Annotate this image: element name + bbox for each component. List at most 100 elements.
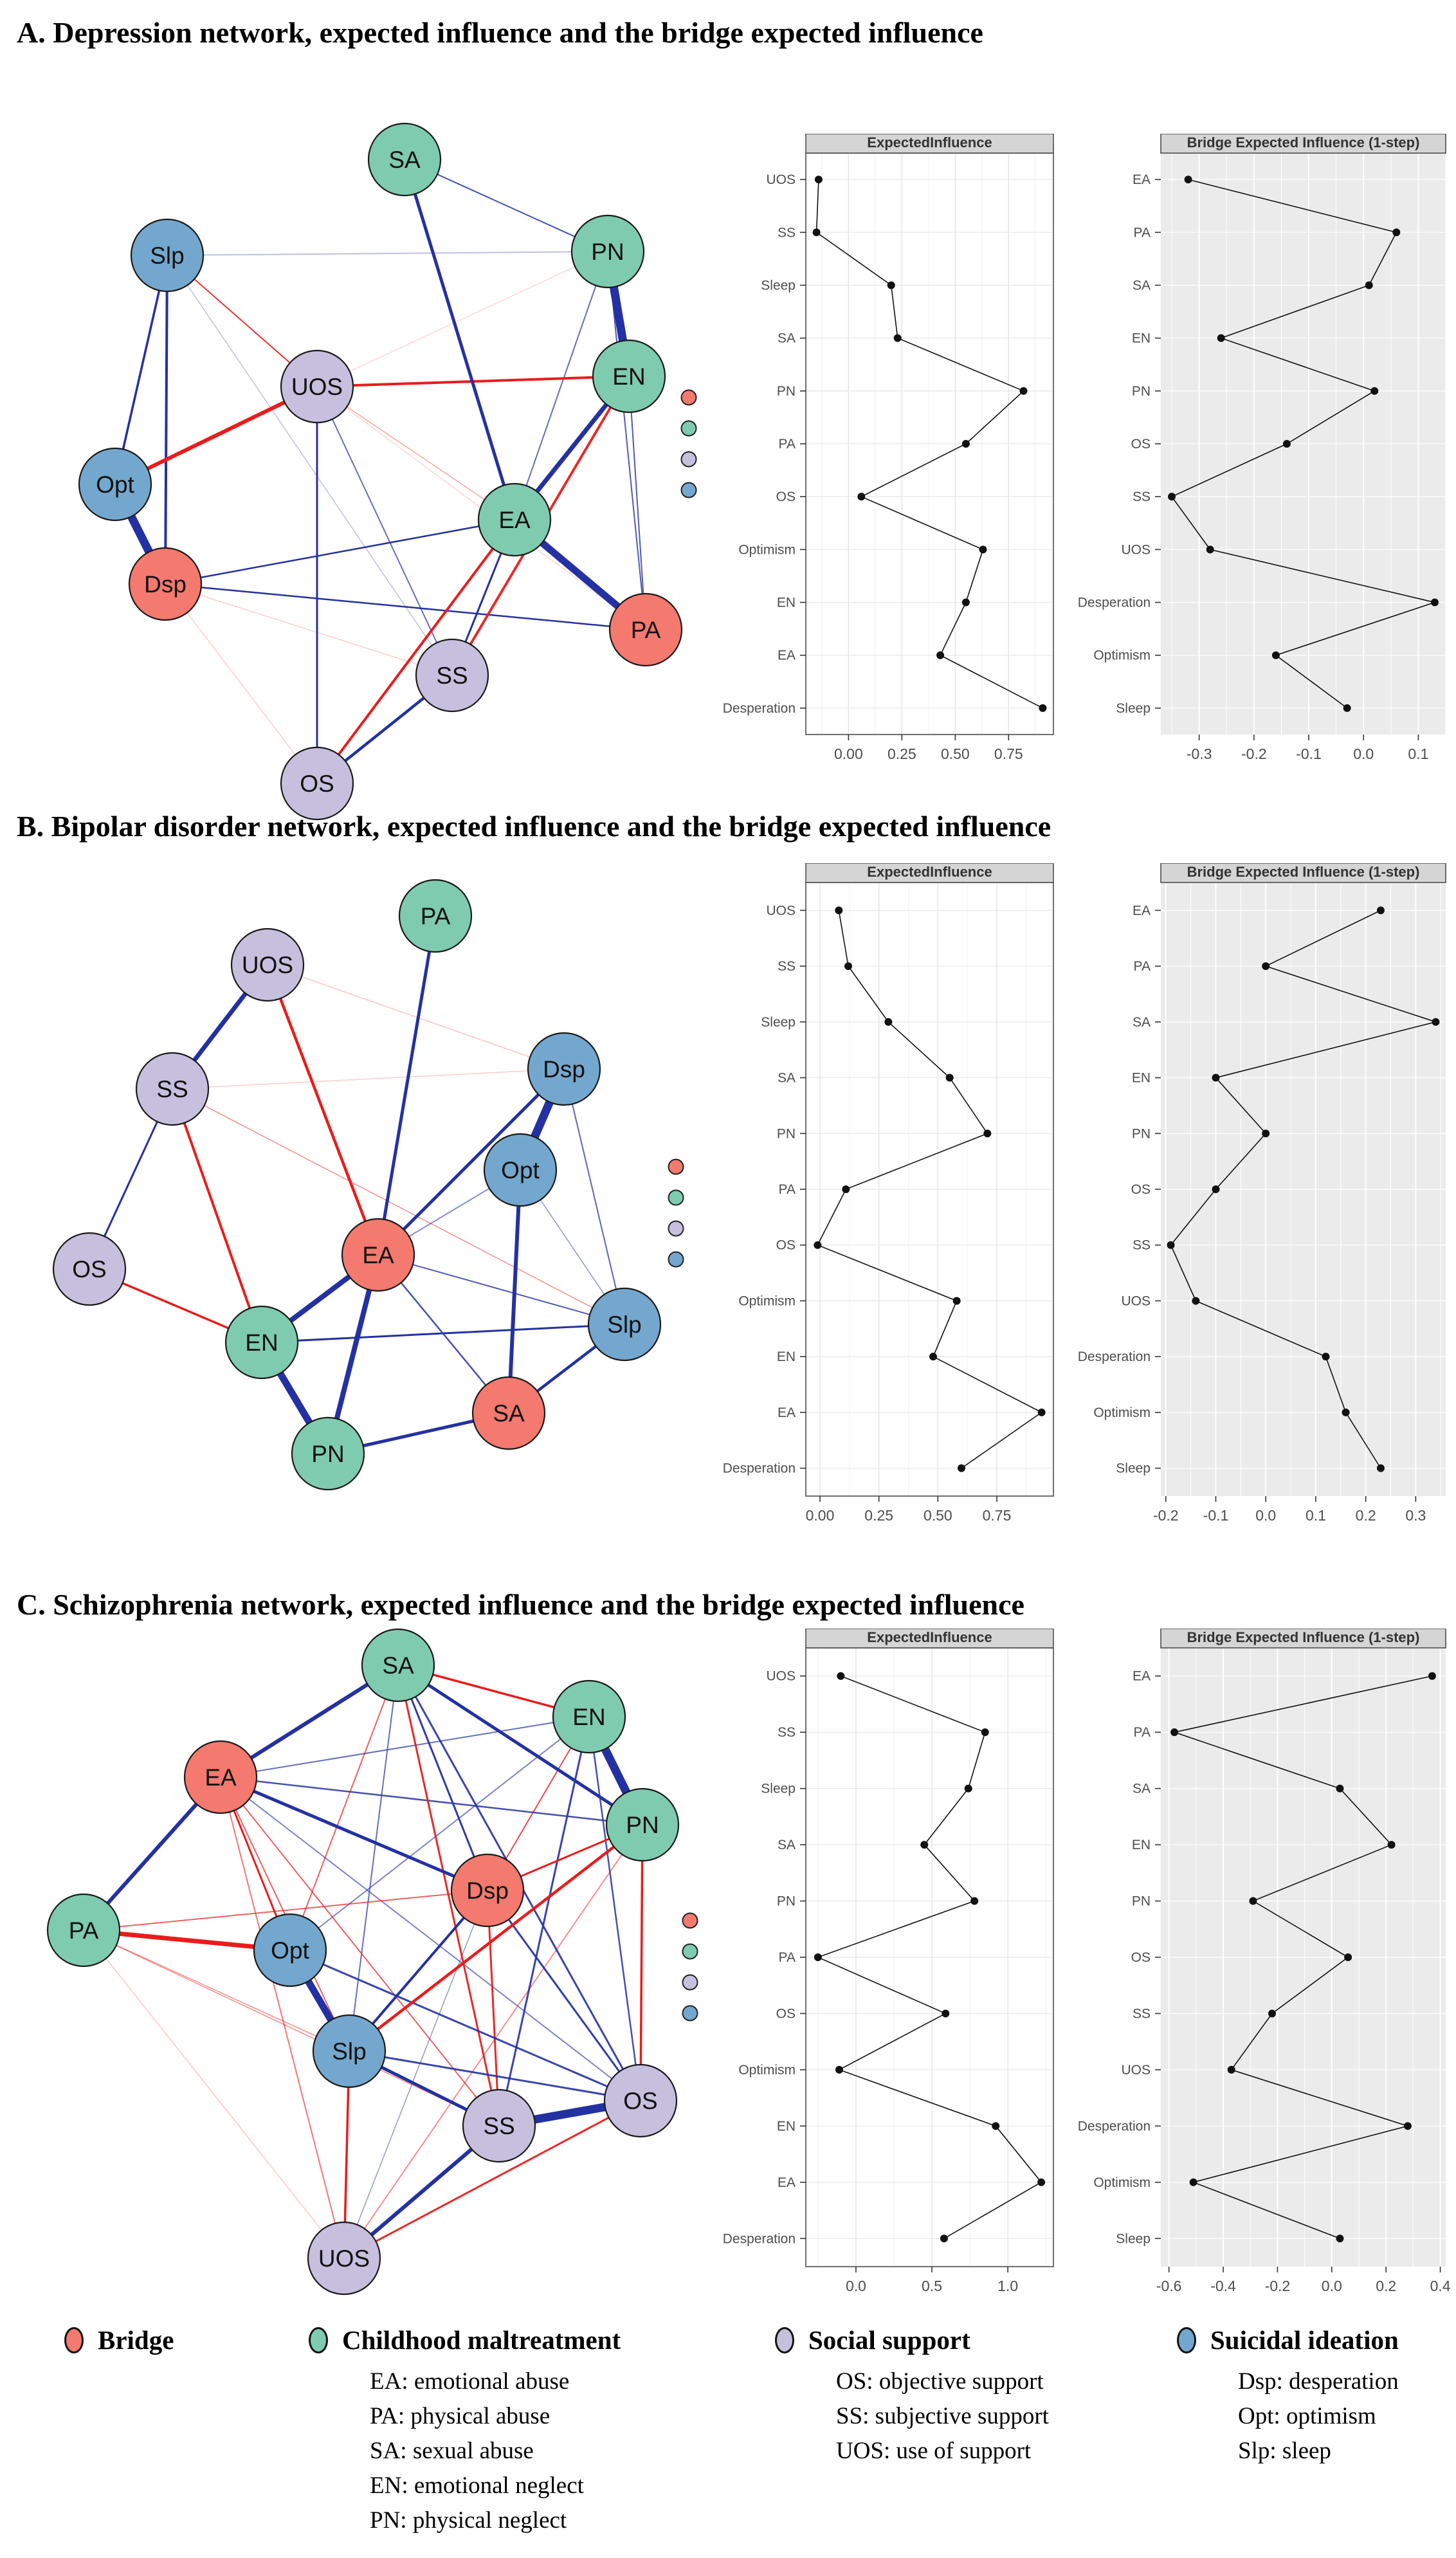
y-tick-label: Desperation (723, 1461, 796, 1476)
y-tick-label: EN (1132, 331, 1151, 346)
network-node-PN: PN (291, 1416, 365, 1491)
network-node-Slp: Slp (312, 2014, 387, 2088)
edge-EA-UOS (220, 1777, 345, 2259)
y-tick-label: Sleep (1116, 2231, 1151, 2246)
x-tick-label: 0.0 (1353, 745, 1374, 762)
legend-item: SA: sexual abuse (370, 2438, 534, 2464)
y-tick-label: Desperation (723, 701, 796, 716)
data-point-Sleep (1336, 2234, 1344, 2243)
y-tick-label: UOS (1121, 2063, 1151, 2078)
network-node-EN: EN (592, 339, 666, 414)
edge-Slp-PN (167, 251, 608, 256)
chart-title: Bridge Expected Influence (1-step) (1187, 134, 1420, 151)
figure-legend: Bridge Childhood maltreatment EA: emotio… (0, 2310, 1456, 2558)
network-node-EA: EA (183, 1740, 258, 1814)
edge-UOS-Opt (114, 385, 318, 486)
y-tick-label: UOS (1121, 1293, 1151, 1308)
edge-PA-Slp (83, 1930, 350, 2052)
y-tick-label: SS (1133, 489, 1151, 504)
legend-item: Slp: sleep (1238, 2438, 1331, 2464)
legend-item: SS: subjective support (836, 2403, 1049, 2429)
y-tick-label: SS (1133, 1238, 1151, 1253)
x-tick-label: 0.50 (924, 1507, 952, 1524)
edge-UOS-SS (316, 386, 453, 676)
data-point-Optimism (979, 545, 987, 554)
y-tick-label: Sleep (1116, 1461, 1151, 1476)
network-node-Opt: Opt (253, 1913, 327, 1987)
edge-Slp-SS (167, 255, 453, 676)
data-point-SA (1336, 1784, 1344, 1793)
legend-group-suicidal-ideation: Suicidal ideation Dsp: desperation Opt: … (1177, 2325, 1399, 2469)
x-tick-label: 0.2 (1376, 2278, 1396, 2294)
data-point-SA (893, 334, 902, 342)
data-point-Desperation (940, 2234, 948, 2243)
edge-Dsp-OS (486, 1890, 642, 2101)
node-label-UOS: UOS (318, 2245, 370, 2272)
node-label-PA: PA (631, 617, 661, 643)
data-point-EA (1037, 1408, 1046, 1416)
data-point-PA (1262, 962, 1270, 971)
data-point-EN (1387, 1841, 1396, 1849)
y-tick-label: EA (778, 1405, 796, 1420)
y-tick-label: EA (1133, 172, 1151, 187)
ideation-dot-icon (682, 2005, 698, 2022)
y-tick-label: UOS (1121, 542, 1151, 557)
network-node-Slp: Slp (130, 218, 205, 293)
legend-group-name: Childhood maltreatment (342, 2325, 621, 2355)
data-point-PA (1170, 1728, 1179, 1737)
ideation-dot-icon (668, 1251, 684, 1268)
y-tick-label: OS (776, 1238, 796, 1253)
y-tick-label: PN (1132, 1126, 1151, 1141)
y-tick-label: EN (777, 596, 796, 610)
edge-SA-EA (403, 159, 516, 520)
data-point-Sleep (964, 1784, 972, 1793)
data-point-EA (1428, 1672, 1436, 1680)
edge-OS-UOS (343, 2099, 641, 2260)
chart-header-strip (805, 1629, 1054, 1649)
y-tick-label: EN (1132, 1071, 1151, 1086)
data-point-Optimism (1342, 1408, 1350, 1416)
network-node-Dsp: Dsp (450, 1853, 525, 1928)
chart-title: Bridge Expected Influence (1-step) (1187, 1629, 1420, 1645)
x-tick-label: 0.1 (1408, 745, 1428, 762)
bridge-dot-icon (682, 1912, 698, 1929)
network-node-PN: PN (605, 1787, 680, 1862)
edge-Opt-SA (507, 1169, 522, 1414)
y-tick-label: PN (777, 1126, 796, 1141)
node-label-Opt: Opt (271, 1937, 309, 1964)
x-tick-label: -0.2 (1265, 2278, 1291, 2294)
y-tick-label: OS (776, 2006, 796, 2021)
data-point-SA (920, 1841, 929, 1849)
panel-a-title: A. Depression network, expected influenc… (17, 16, 983, 49)
data-point-UOS (814, 176, 823, 184)
maltreatment-dot-icon (682, 1943, 698, 1960)
support-dot-icon (682, 1974, 698, 1991)
x-tick-label: 0.00 (806, 1507, 835, 1524)
edge-Slp-OS (349, 2050, 641, 2102)
data-point-Optimism (952, 1297, 961, 1305)
data-point-OS (1282, 440, 1291, 448)
y-tick-label: SA (1133, 1015, 1151, 1030)
chart-title: ExpectedInfluence (867, 864, 992, 880)
network-node-EA: EA (341, 1218, 415, 1292)
data-point-OS (857, 493, 866, 501)
edge-PA-EA (376, 915, 437, 1256)
node-label-OS: OS (72, 1256, 106, 1283)
legend-item: PN: physical neglect (370, 2507, 567, 2534)
y-tick-label: Optimism (738, 1293, 796, 1308)
node-label-EA: EA (362, 1242, 394, 1268)
y-tick-label: Desperation (723, 2231, 796, 2246)
edge-PA-SS (83, 1930, 500, 2126)
y-tick-label: UOS (766, 172, 796, 187)
network-node-SA: SA (367, 122, 442, 197)
network-node-Dsp: Dsp (527, 1032, 601, 1106)
y-tick-label: Desperation (1078, 1349, 1151, 1364)
x-tick-label: 0.5 (922, 2278, 942, 2294)
node-label-EN: EN (612, 363, 645, 390)
ideation-dot-icon (680, 482, 697, 498)
y-tick-label: PN (777, 1894, 796, 1909)
x-tick-label: 0.0 (1255, 1507, 1276, 1524)
edge-Slp-Opt (114, 255, 168, 485)
chart-header-strip (1160, 134, 1446, 154)
y-tick-label: EA (778, 648, 796, 663)
